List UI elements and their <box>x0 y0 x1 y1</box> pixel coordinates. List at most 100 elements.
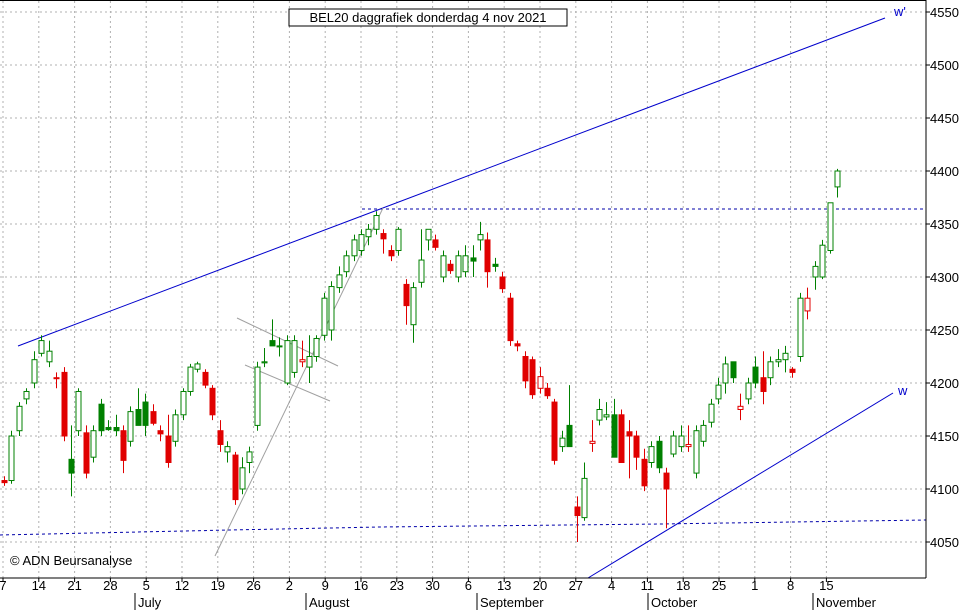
candle <box>16 402 23 436</box>
candle-body <box>752 366 759 384</box>
y-tick-label: 4400 <box>930 164 959 179</box>
y-tick-label: 4300 <box>930 270 959 285</box>
x-tick-label: 16 <box>354 578 368 593</box>
candle <box>202 369 209 389</box>
candle-body <box>269 340 276 347</box>
candle <box>299 340 306 368</box>
candle-body <box>150 411 157 424</box>
x-tick-label: 2 <box>286 578 293 593</box>
candle <box>425 228 432 251</box>
candle-body <box>172 414 179 442</box>
candle-body <box>8 435 15 482</box>
candle <box>574 496 581 542</box>
candle-body <box>75 390 82 432</box>
candle <box>522 351 529 389</box>
candle <box>447 260 454 274</box>
y-tick-label: 4450 <box>930 111 959 126</box>
candle-body <box>685 443 692 448</box>
candle <box>685 425 692 452</box>
candle <box>544 383 551 399</box>
candle-body <box>321 297 328 336</box>
horizontal-gridlines <box>0 11 926 543</box>
candle-body <box>462 255 469 273</box>
candle <box>98 398 105 436</box>
candle-body <box>380 233 387 240</box>
candle-body <box>700 424 707 442</box>
candle <box>105 420 112 431</box>
x-tick-label: 20 <box>533 578 547 593</box>
candle <box>46 340 53 368</box>
candle-body <box>38 340 45 354</box>
candle-body <box>217 430 224 445</box>
candle-body <box>544 387 551 397</box>
candle-body <box>514 343 521 347</box>
candle <box>670 430 677 458</box>
candle <box>217 420 224 452</box>
candle-body <box>566 424 573 448</box>
candle-body <box>127 411 134 442</box>
candle <box>418 229 425 288</box>
candle-body <box>656 440 663 469</box>
candle-body <box>499 276 506 290</box>
y-axis-ticks: 4050 4100 4150 4200 4250 4300 4350 4400 4450 4500… <box>926 5 959 550</box>
candle-body <box>90 430 97 458</box>
candle <box>514 340 521 352</box>
x-tick-label: 21 <box>67 578 81 593</box>
y-tick-label: 4050 <box>930 535 959 550</box>
lower-trendline-w <box>587 392 894 579</box>
x-tick-label: 18 <box>676 578 690 593</box>
candle-body <box>529 359 536 396</box>
candle <box>656 436 663 474</box>
candle <box>246 446 253 474</box>
candle-body <box>455 255 462 278</box>
candle-body <box>68 458 75 474</box>
candle <box>269 319 276 347</box>
candle <box>180 388 187 421</box>
candle-body <box>276 345 283 348</box>
candle <box>708 398 715 428</box>
y-tick-label: 4350 <box>930 217 959 232</box>
candle <box>187 363 194 396</box>
candle <box>209 385 216 421</box>
candle-body <box>365 228 372 238</box>
month-label: November <box>816 595 877 610</box>
candle <box>306 335 313 383</box>
candle-body <box>767 361 774 379</box>
candle-body <box>618 414 625 463</box>
candle <box>328 281 335 341</box>
candle <box>83 425 90 479</box>
x-tick-label: 8 <box>787 578 794 593</box>
candle-body <box>410 287 417 326</box>
candle <box>365 224 372 246</box>
candle <box>90 425 97 463</box>
candle-body <box>1 480 8 484</box>
candle <box>834 168 841 198</box>
trendline-label-w-prime: w' <box>893 4 906 19</box>
candle-body <box>812 265 819 278</box>
candle-body <box>819 244 826 278</box>
candle-body <box>120 430 127 461</box>
candle-body <box>61 371 68 437</box>
y-tick-label: 4550 <box>930 5 959 20</box>
candle-body <box>745 382 752 400</box>
candle <box>559 430 566 452</box>
x-tick-label: 4 <box>608 578 615 593</box>
candle-body <box>202 371 209 386</box>
candle <box>373 211 380 235</box>
candle <box>470 245 477 277</box>
candle <box>135 388 142 426</box>
candle <box>722 356 729 394</box>
candle-body <box>611 414 618 458</box>
candle-body <box>46 350 53 363</box>
candle-body <box>603 414 610 418</box>
candle <box>455 250 462 283</box>
candle-body <box>775 359 782 363</box>
candle <box>737 393 744 421</box>
candle <box>745 377 752 405</box>
candle <box>581 462 588 521</box>
candle <box>321 292 328 341</box>
candle <box>23 388 30 405</box>
candle-body <box>53 377 60 380</box>
candle-body <box>105 427 112 431</box>
